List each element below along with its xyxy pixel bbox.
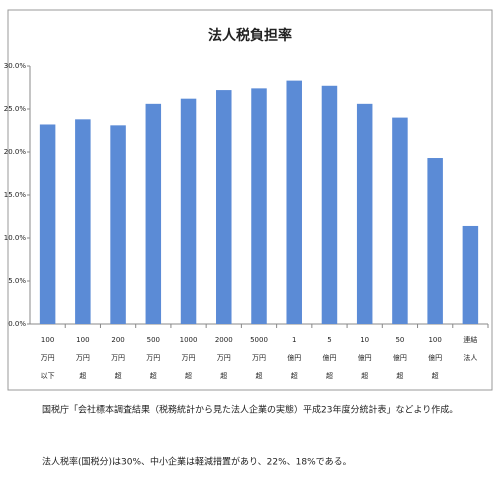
bar [251, 88, 267, 324]
x-tick-label: 10 [360, 336, 369, 344]
bar [216, 90, 232, 324]
x-tick-label: 超 [432, 371, 439, 380]
x-tick-label: 2000 [215, 336, 233, 344]
x-tick-label: 億円 [322, 353, 336, 362]
x-tick-label: 超 [185, 371, 192, 380]
x-tick-label: 超 [326, 371, 333, 380]
x-tick-label: 万円 [182, 354, 196, 362]
x-tick-label: 万円 [111, 354, 125, 362]
x-tick-label: 超 [150, 371, 157, 380]
y-tick-label: 5.0% [8, 277, 26, 285]
x-tick-label: 50 [395, 336, 404, 344]
x-tick-label: 連結 [463, 335, 477, 344]
bar [321, 85, 338, 324]
x-tick-label: 100 [41, 336, 54, 344]
chart-frame [7, 9, 493, 391]
x-tick-label: 万円 [252, 354, 266, 362]
x-tick-label: 億円 [428, 353, 442, 362]
x-tick-label: 5000 [250, 336, 268, 344]
x-tick-label: 100 [428, 336, 441, 344]
y-tick-label: 25.0% [4, 105, 27, 113]
bar [286, 80, 302, 325]
y-tick-label: 10.0% [4, 234, 27, 242]
bar [356, 103, 373, 324]
bar [427, 158, 443, 324]
x-tick-label: 万円 [76, 354, 90, 362]
x-tick-label: 超 [256, 371, 263, 380]
x-tick-label: 超 [291, 371, 298, 380]
x-tick-label: 超 [220, 371, 227, 380]
bar [75, 119, 91, 324]
bar [145, 103, 162, 324]
x-tick-label: 超 [79, 371, 86, 380]
x-tick-label: 1 [292, 336, 296, 344]
x-tick-label: 1000 [180, 336, 198, 344]
bar [462, 225, 479, 324]
chart-title: 法人税負担率 [208, 27, 292, 44]
x-tick-label: 500 [147, 336, 160, 344]
bar [39, 124, 56, 324]
x-tick-label: 億円 [358, 353, 372, 362]
x-tick-label: 超 [396, 371, 403, 380]
x-tick-label: 万円 [217, 354, 231, 362]
note: 法人税率(国税分)は30%、中小企業は軽減措置があり、22%、18%である。 [42, 456, 352, 468]
x-tick-label: 100 [76, 336, 89, 344]
y-tick-label: 0.0% [8, 320, 26, 328]
bar [110, 125, 126, 324]
bar [180, 98, 197, 325]
x-tick-label: 5 [327, 336, 331, 344]
x-tick-label: 万円 [41, 354, 55, 362]
x-tick-label: 以下 [41, 372, 55, 380]
y-tick-label: 20.0% [4, 148, 27, 156]
x-tick-label: 超 [361, 371, 368, 380]
x-tick-label: 億円 [287, 353, 301, 362]
x-tick-label: 超 [115, 371, 122, 380]
x-tick-label: 万円 [146, 354, 160, 362]
y-tick-label: 30.0% [4, 62, 27, 70]
x-tick-label: 億円 [393, 353, 407, 362]
y-tick-label: 15.0% [4, 191, 27, 199]
bar [392, 117, 408, 324]
note: 国税庁「会社標本調査結果（税務統計から見た法人企業の実態）平成23年度分統計表」… [42, 404, 458, 416]
x-tick-label: 200 [111, 336, 124, 344]
x-tick-label: 法人 [463, 353, 477, 362]
